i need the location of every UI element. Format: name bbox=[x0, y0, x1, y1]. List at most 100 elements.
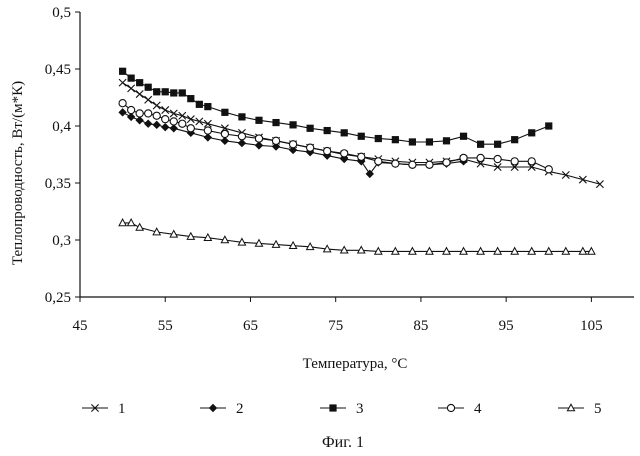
series-3-point bbox=[145, 84, 152, 91]
y-tick-label: 0,35 bbox=[45, 176, 71, 192]
series-3-point bbox=[238, 113, 245, 120]
series-4-point bbox=[494, 155, 501, 162]
x-tick-label: 45 bbox=[73, 318, 88, 334]
series-4-point bbox=[409, 161, 416, 168]
series-3-point bbox=[255, 117, 262, 124]
series-3 bbox=[119, 68, 552, 148]
series-4-point bbox=[204, 127, 211, 134]
series-1-point bbox=[136, 90, 143, 97]
series-4-point bbox=[221, 130, 228, 137]
x-tick-label: 65 bbox=[243, 318, 258, 334]
x-tick-label: 85 bbox=[413, 318, 428, 334]
series-1-point bbox=[145, 96, 152, 103]
legend-label: 5 bbox=[594, 401, 602, 417]
series-4-point bbox=[136, 110, 143, 117]
series-4-point bbox=[272, 137, 279, 144]
series-4-point bbox=[460, 154, 467, 161]
series-4-point bbox=[443, 159, 450, 166]
series-4-point bbox=[162, 116, 169, 123]
series-4 bbox=[119, 100, 552, 173]
series-3-point bbox=[528, 129, 535, 136]
legend-label: 3 bbox=[356, 401, 364, 417]
series-3-point bbox=[204, 103, 211, 110]
series-1-point bbox=[119, 79, 126, 86]
x-tick-label: 105 bbox=[580, 318, 603, 334]
series-3-point bbox=[392, 136, 399, 143]
series-4-point bbox=[289, 141, 296, 148]
figure-caption: Фиг. 1 bbox=[322, 434, 364, 451]
series-4-point bbox=[238, 133, 245, 140]
series-4-point bbox=[477, 154, 484, 161]
series-3-point bbox=[426, 138, 433, 145]
series-3-point bbox=[477, 141, 484, 148]
series-3-point bbox=[460, 133, 467, 140]
series-3-point bbox=[170, 89, 177, 96]
series-2-point bbox=[144, 120, 152, 128]
series-4-point bbox=[341, 150, 348, 157]
series-3-point bbox=[289, 121, 296, 128]
legend-label: 2 bbox=[236, 401, 244, 417]
legend-item-3: 3 bbox=[320, 401, 364, 417]
legend-marker bbox=[209, 404, 217, 412]
y-tick-label: 0,25 bbox=[45, 290, 71, 306]
series-4-point bbox=[324, 147, 331, 154]
series-3-point bbox=[128, 75, 135, 82]
series-3-point bbox=[196, 101, 203, 108]
series-1-point bbox=[204, 120, 211, 127]
series-3-point bbox=[187, 95, 194, 102]
series-4-point bbox=[358, 153, 365, 160]
legend-item-5: 5 bbox=[558, 401, 602, 417]
y-tick-label: 0,5 bbox=[52, 5, 71, 21]
y-axis-title: Теплопроводность, Вт/(м*К) bbox=[10, 81, 26, 265]
series-5-point bbox=[136, 224, 143, 231]
series-4-point bbox=[170, 118, 177, 125]
series-3-point bbox=[272, 119, 279, 126]
series-1-point bbox=[128, 85, 135, 92]
series-3-line bbox=[123, 71, 549, 144]
series-4-point bbox=[528, 158, 535, 165]
ticks-layer: 0,250,30,350,40,450,5455565758595105 bbox=[45, 5, 603, 334]
series-4-point bbox=[128, 106, 135, 113]
y-tick-label: 0,45 bbox=[45, 62, 71, 78]
legend-marker bbox=[447, 404, 454, 411]
series-4-point bbox=[119, 100, 126, 107]
series-4-point bbox=[145, 110, 152, 117]
series-4-point bbox=[187, 125, 194, 132]
series-4-point bbox=[255, 135, 262, 142]
legend-label: 1 bbox=[118, 401, 126, 417]
series-3-point bbox=[494, 141, 501, 148]
series-3-point bbox=[307, 125, 314, 132]
series-layer bbox=[118, 68, 603, 255]
series-3-point bbox=[409, 138, 416, 145]
series-2-point bbox=[118, 108, 126, 116]
series-1-point bbox=[170, 110, 177, 117]
series-3-point bbox=[358, 133, 365, 140]
x-tick-label: 75 bbox=[328, 318, 343, 334]
series-3-point bbox=[443, 137, 450, 144]
series-3-point bbox=[153, 88, 160, 95]
series-3-point bbox=[221, 109, 228, 116]
series-4-point bbox=[153, 112, 160, 119]
series-4-line bbox=[123, 103, 549, 169]
series-3-point bbox=[162, 88, 169, 95]
series-3-point bbox=[324, 127, 331, 134]
series-1-point bbox=[153, 102, 160, 109]
series-3-point bbox=[511, 136, 518, 143]
y-tick-label: 0,3 bbox=[52, 233, 71, 249]
series-2-point bbox=[161, 123, 169, 131]
series-4-point bbox=[392, 160, 399, 167]
legend-item-2: 2 bbox=[200, 401, 244, 417]
x-tick-label: 95 bbox=[499, 318, 514, 334]
legend-marker bbox=[329, 404, 336, 411]
series-1-point bbox=[179, 112, 186, 119]
y-tick-label: 0,4 bbox=[52, 119, 71, 135]
legend: 12345 bbox=[82, 401, 602, 417]
series-3-point bbox=[136, 79, 143, 86]
series-3-point bbox=[545, 122, 552, 129]
series-4-point bbox=[511, 158, 518, 165]
x-axis-title: Температура, °С bbox=[303, 356, 408, 372]
series-5 bbox=[119, 219, 595, 254]
series-3-point bbox=[119, 68, 126, 75]
series-2-point bbox=[366, 170, 374, 178]
